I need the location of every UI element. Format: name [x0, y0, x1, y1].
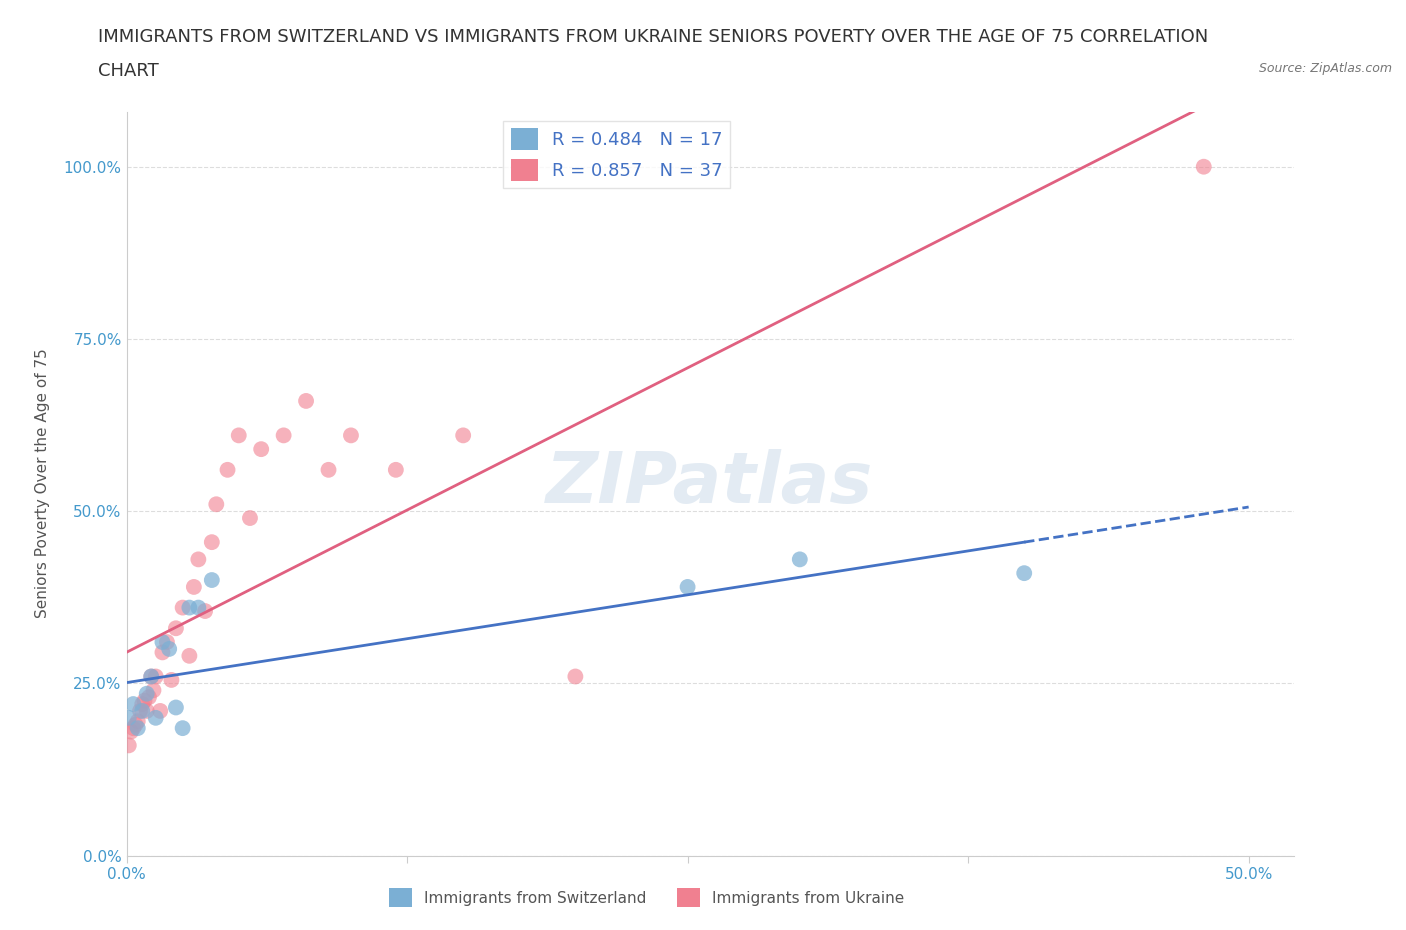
Point: [160, 672, 183, 687]
Point: [156, 634, 179, 649]
Point: [131, 697, 153, 711]
Point: [1192, 159, 1215, 174]
Point: [127, 721, 149, 736]
Point: [172, 600, 194, 615]
Text: ZIPatlas: ZIPatlas: [547, 449, 873, 518]
Point: [273, 428, 295, 443]
Point: [141, 669, 163, 684]
Point: [157, 642, 180, 657]
Point: [124, 717, 146, 732]
Point: [201, 535, 224, 550]
Point: [183, 579, 205, 594]
Point: [205, 497, 228, 512]
Point: [451, 428, 474, 443]
Point: [152, 644, 174, 659]
Point: [789, 551, 811, 566]
Point: [145, 669, 167, 684]
Point: [228, 428, 250, 443]
Point: [217, 462, 239, 477]
Y-axis label: Seniors Poverty Over the Age of 75: Seniors Poverty Over the Age of 75: [35, 349, 49, 618]
Point: [340, 428, 363, 443]
Point: [295, 393, 318, 408]
Text: CHART: CHART: [98, 62, 159, 80]
Point: [201, 573, 224, 588]
Point: [149, 703, 172, 718]
Point: [250, 442, 273, 457]
Point: [135, 686, 157, 701]
Point: [676, 579, 699, 594]
Point: [187, 551, 209, 566]
Point: [385, 462, 408, 477]
Text: IMMIGRANTS FROM SWITZERLAND VS IMMIGRANTS FROM UKRAINE SENIORS POVERTY OVER THE : IMMIGRANTS FROM SWITZERLAND VS IMMIGRANT…: [98, 28, 1209, 46]
Point: [1012, 565, 1035, 580]
Legend: Immigrants from Switzerland, Immigrants from Ukraine: Immigrants from Switzerland, Immigrants …: [382, 883, 911, 913]
Point: [142, 683, 165, 698]
Point: [194, 604, 217, 618]
Point: [120, 724, 142, 739]
Point: [165, 621, 187, 636]
Point: [145, 711, 167, 725]
Text: Source: ZipAtlas.com: Source: ZipAtlas.com: [1258, 62, 1392, 75]
Point: [318, 462, 340, 477]
Point: [127, 714, 149, 729]
Point: [179, 600, 201, 615]
Point: [165, 700, 187, 715]
Point: [187, 600, 209, 615]
Point: [131, 703, 153, 718]
Legend: R = 0.484   N = 17, R = 0.857   N = 37: R = 0.484 N = 17, R = 0.857 N = 37: [503, 121, 730, 188]
Point: [152, 634, 174, 649]
Point: [564, 669, 586, 684]
Point: [172, 721, 194, 736]
Point: [179, 648, 201, 663]
Point: [122, 697, 145, 711]
Point: [135, 703, 157, 718]
Point: [141, 669, 163, 684]
Point: [129, 703, 152, 718]
Point: [138, 690, 160, 705]
Point: [118, 711, 141, 725]
Point: [239, 511, 262, 525]
Point: [134, 693, 156, 708]
Point: [118, 737, 141, 752]
Point: [122, 721, 145, 736]
